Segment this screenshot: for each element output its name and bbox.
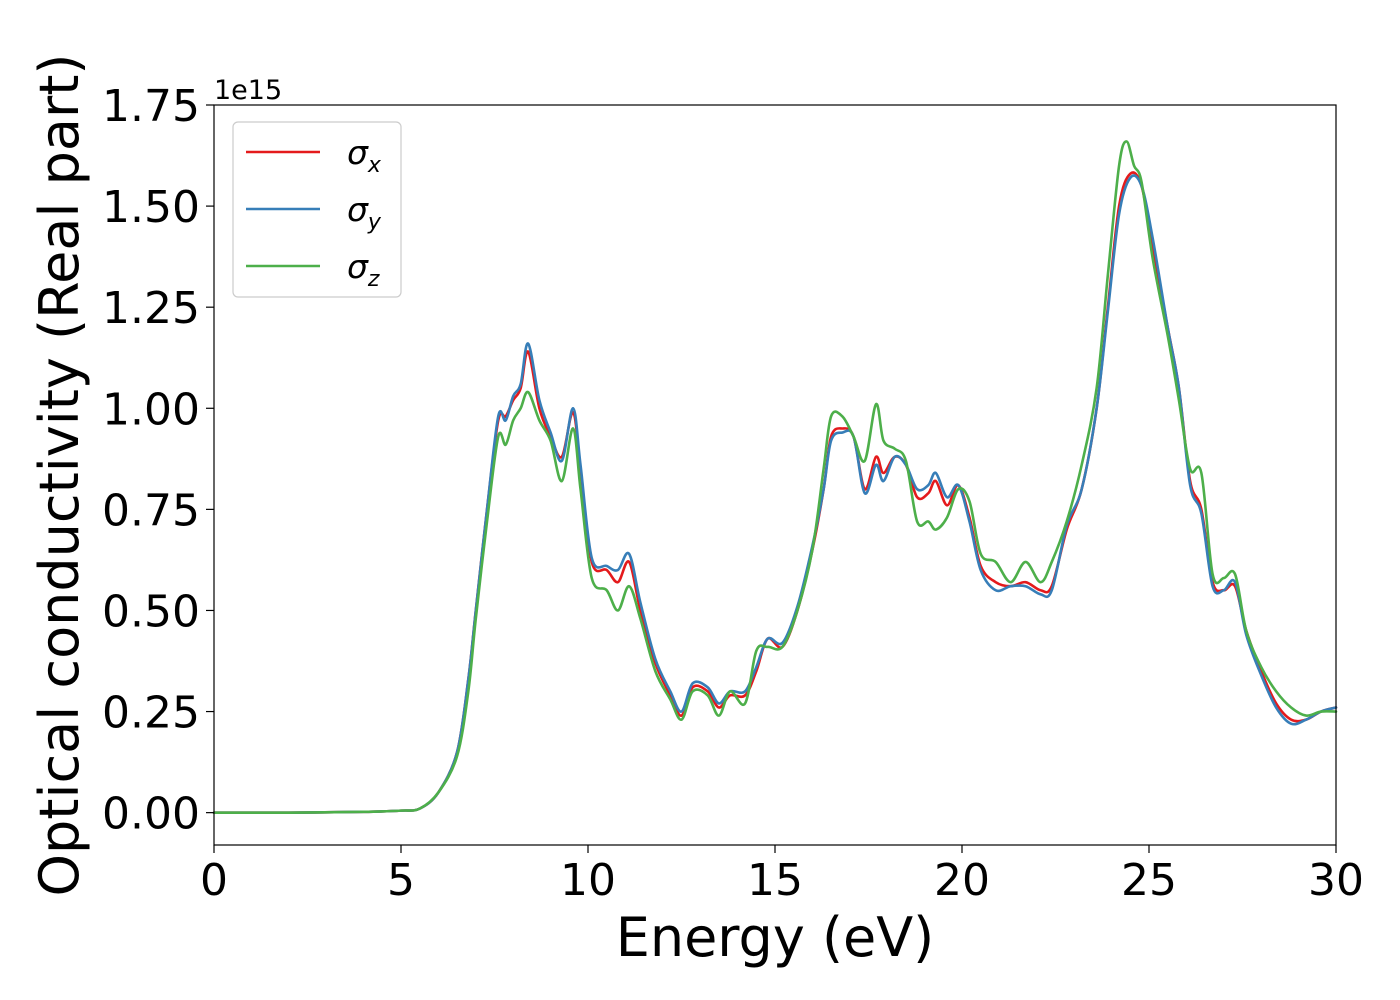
x-tick-label: 5 — [387, 855, 415, 906]
y-tick-label: 1.50 — [102, 182, 200, 233]
y-tick-label: 0.50 — [102, 586, 200, 637]
y-tick-label: 1.25 — [102, 283, 200, 334]
y-tick-label: 0.00 — [102, 789, 200, 840]
legend-subscript: y — [367, 210, 382, 235]
y-axis-title: Optical conductivity (Real part) — [28, 54, 91, 897]
series-line-y — [212, 174, 1338, 815]
x-tick-label: 20 — [934, 855, 990, 906]
x-tick-label: 0 — [200, 855, 228, 906]
y-tick-label: 1.00 — [102, 384, 200, 435]
legend-subscript: x — [367, 153, 382, 178]
x-axis-title: Energy (eV) — [616, 906, 935, 969]
legend-subscript: z — [367, 267, 380, 292]
y-tick-label: 0.25 — [102, 688, 200, 739]
x-tick-label: 30 — [1308, 855, 1364, 906]
x-ticks: 0 5 10 15 20 25 30 — [200, 845, 1364, 906]
x-tick-label: 25 — [1121, 855, 1177, 906]
y-offset-label: 1e15 — [214, 75, 282, 106]
y-tick-label: 0.75 — [102, 485, 200, 536]
series-line-z — [212, 140, 1338, 815]
x-tick-label: 10 — [560, 855, 616, 906]
y-tick-label: 1.75 — [102, 81, 200, 132]
y-ticks: 0.00 0.25 0.50 0.75 1.00 1.25 1.50 1.75 — [102, 81, 214, 840]
x-tick-label: 15 — [747, 855, 803, 906]
series-layer — [212, 140, 1338, 815]
